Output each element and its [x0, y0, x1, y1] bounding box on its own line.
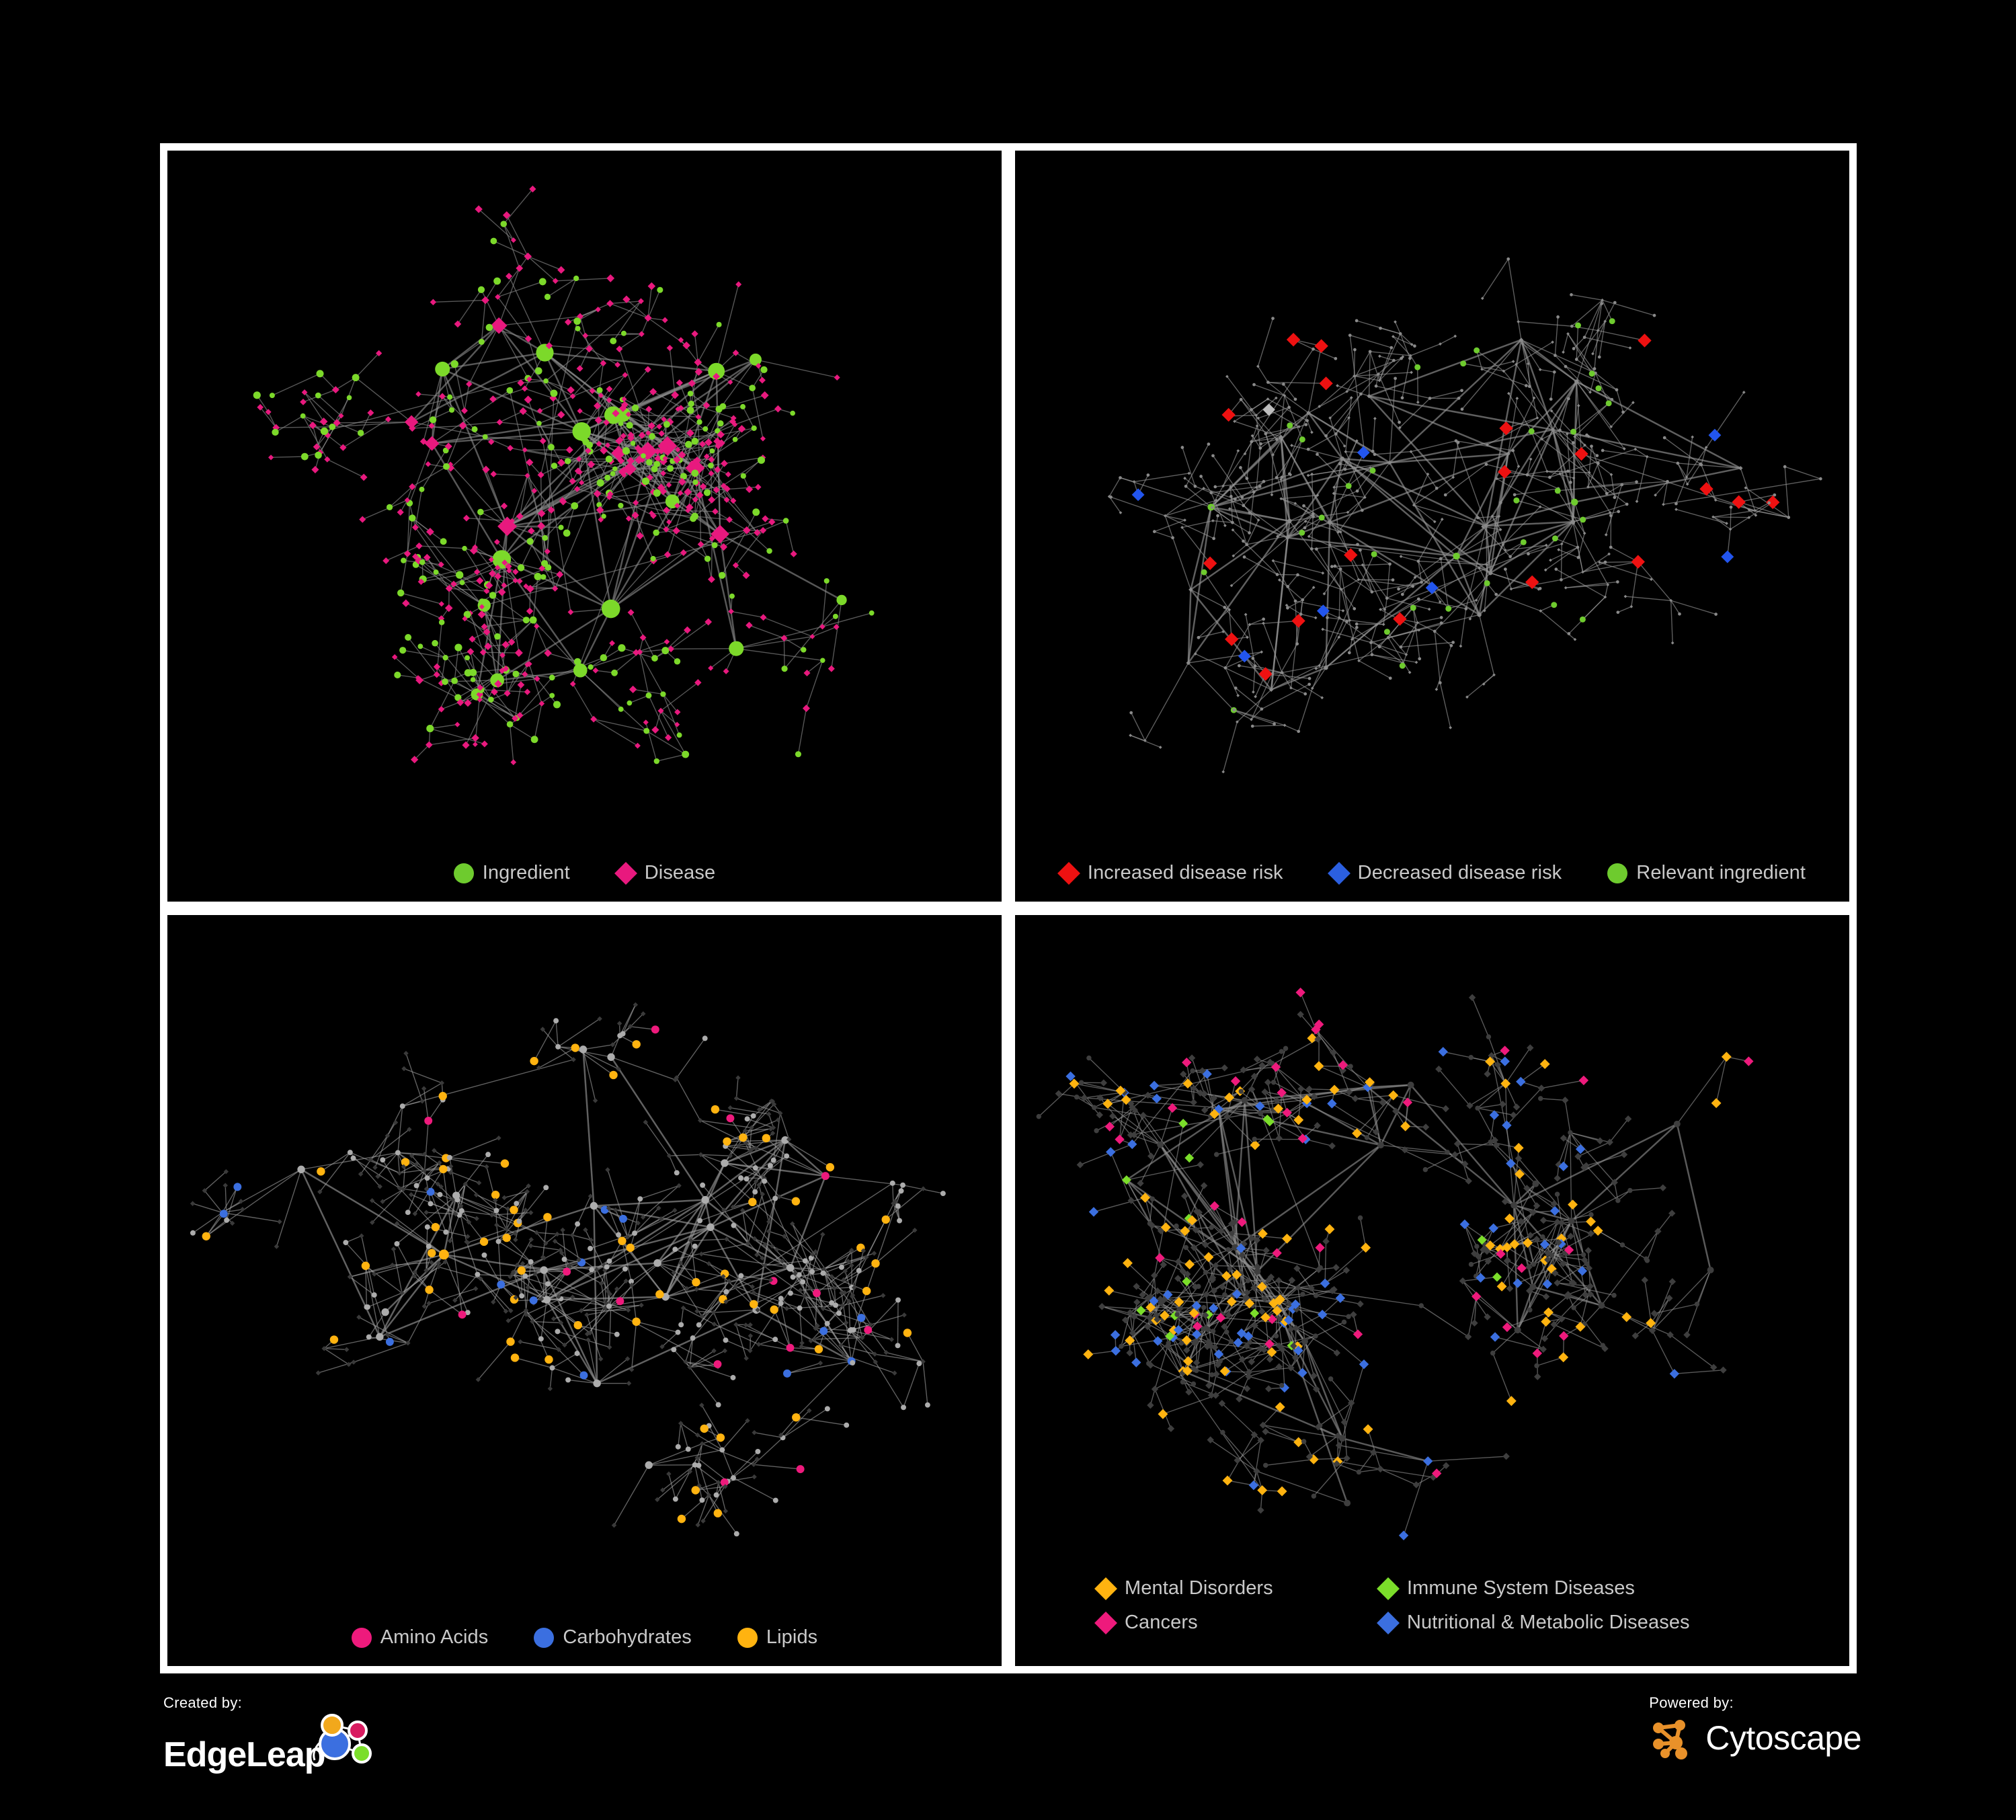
network-figure-grid: Ingredient Disease Increased disease ris…	[160, 143, 1857, 1673]
legend-item-cancers[interactable]: Cancers	[1094, 1611, 1378, 1634]
edgeleap-wordmark: EdgeLeap	[163, 1735, 325, 1774]
cytoscape-graph-icon	[1653, 1720, 1688, 1759]
legend-item-lipids[interactable]: Lipids	[737, 1626, 817, 1649]
legend-label: Disease	[644, 862, 716, 883]
disease-marker-icon	[614, 861, 637, 885]
relevant-ingredient-marker-icon	[1607, 863, 1628, 883]
created-by-label: Created by:	[163, 1694, 243, 1711]
legend-label: Increased disease risk	[1087, 862, 1283, 883]
legend-panel-4: Mental Disorders Immune System Diseases …	[1015, 1577, 1849, 1646]
legend-item-nutritional-metabolic-diseases[interactable]: Nutritional & Metabolic Diseases	[1377, 1611, 1690, 1634]
legend-label: Ingredient	[482, 862, 570, 883]
lipids-marker-icon	[737, 1627, 758, 1648]
powered-by-label: Powered by:	[1649, 1694, 1734, 1711]
nutritional-metabolic-marker-icon	[1377, 1611, 1400, 1634]
legend-label: Immune System Diseases	[1407, 1577, 1636, 1599]
network-canvas-4[interactable]	[1015, 915, 1849, 1666]
network-canvas-3[interactable]	[167, 915, 1002, 1666]
legend-label: Decreased disease risk	[1357, 862, 1562, 883]
panel-ingredient-class[interactable]: Amino Acids Carbohydrates Lipids	[167, 915, 1002, 1666]
cytoscape-wordmark: Cytoscape	[1705, 1719, 1861, 1757]
increased-risk-marker-icon	[1057, 861, 1080, 885]
legend-label: Nutritional & Metabolic Diseases	[1407, 1612, 1690, 1633]
panel-ingredient-disease[interactable]: Ingredient Disease	[167, 151, 1002, 902]
edgeleap-branding[interactable]: Created by: EdgeLeap	[163, 1694, 389, 1772]
legend-item-amino-acids[interactable]: Amino Acids	[351, 1626, 489, 1649]
edgeleap-graph-icon	[312, 1714, 372, 1764]
legend-item-mental-disorders[interactable]: Mental Disorders	[1094, 1577, 1378, 1600]
panel-disease-risk[interactable]: Increased disease risk Decreased disease…	[1015, 151, 1849, 902]
decreased-risk-marker-icon	[1327, 861, 1350, 885]
legend-panel-3: Amino Acids Carbohydrates Lipids	[167, 1626, 1002, 1649]
mental-disorders-marker-icon	[1094, 1577, 1117, 1600]
network-canvas-1[interactable]	[167, 151, 1002, 902]
ingredient-marker-icon	[453, 863, 474, 883]
legend-item-carbohydrates[interactable]: Carbohydrates	[534, 1626, 692, 1649]
legend-item-immune-system-diseases[interactable]: Immune System Diseases	[1377, 1577, 1660, 1600]
network-canvas-2[interactable]	[1015, 151, 1849, 902]
cytoscape-branding[interactable]: Powered by: Cytoscape	[1649, 1694, 1861, 1760]
legend-label: Mental Disorders	[1125, 1577, 1273, 1599]
figure-footer: Created by: EdgeLeap Powered by:	[0, 1681, 2016, 1802]
legend-item-ingredient[interactable]: Ingredient	[453, 862, 570, 884]
legend-item-relevant-ingredient[interactable]: Relevant ingredient	[1607, 862, 1806, 884]
amino-acids-marker-icon	[351, 1627, 372, 1648]
legend-label: Lipids	[766, 1626, 818, 1648]
carbohydrates-marker-icon	[534, 1627, 555, 1648]
legend-label: Carbohydrates	[563, 1626, 692, 1648]
legend-label: Amino Acids	[380, 1626, 489, 1648]
panel-disease-class[interactable]: Mental Disorders Immune System Diseases …	[1015, 915, 1849, 1666]
legend-panel-2: Increased disease risk Decreased disease…	[1015, 861, 1849, 885]
immune-system-diseases-marker-icon	[1377, 1577, 1400, 1600]
legend-panel-1: Ingredient Disease	[167, 861, 1002, 885]
legend-item-disease[interactable]: Disease	[614, 861, 716, 885]
legend-item-increased-risk[interactable]: Increased disease risk	[1057, 861, 1283, 885]
legend-label: Relevant ingredient	[1636, 862, 1806, 883]
cancers-marker-icon	[1094, 1611, 1117, 1634]
legend-item-decreased-risk[interactable]: Decreased disease risk	[1327, 861, 1562, 885]
legend-label: Cancers	[1125, 1612, 1198, 1633]
